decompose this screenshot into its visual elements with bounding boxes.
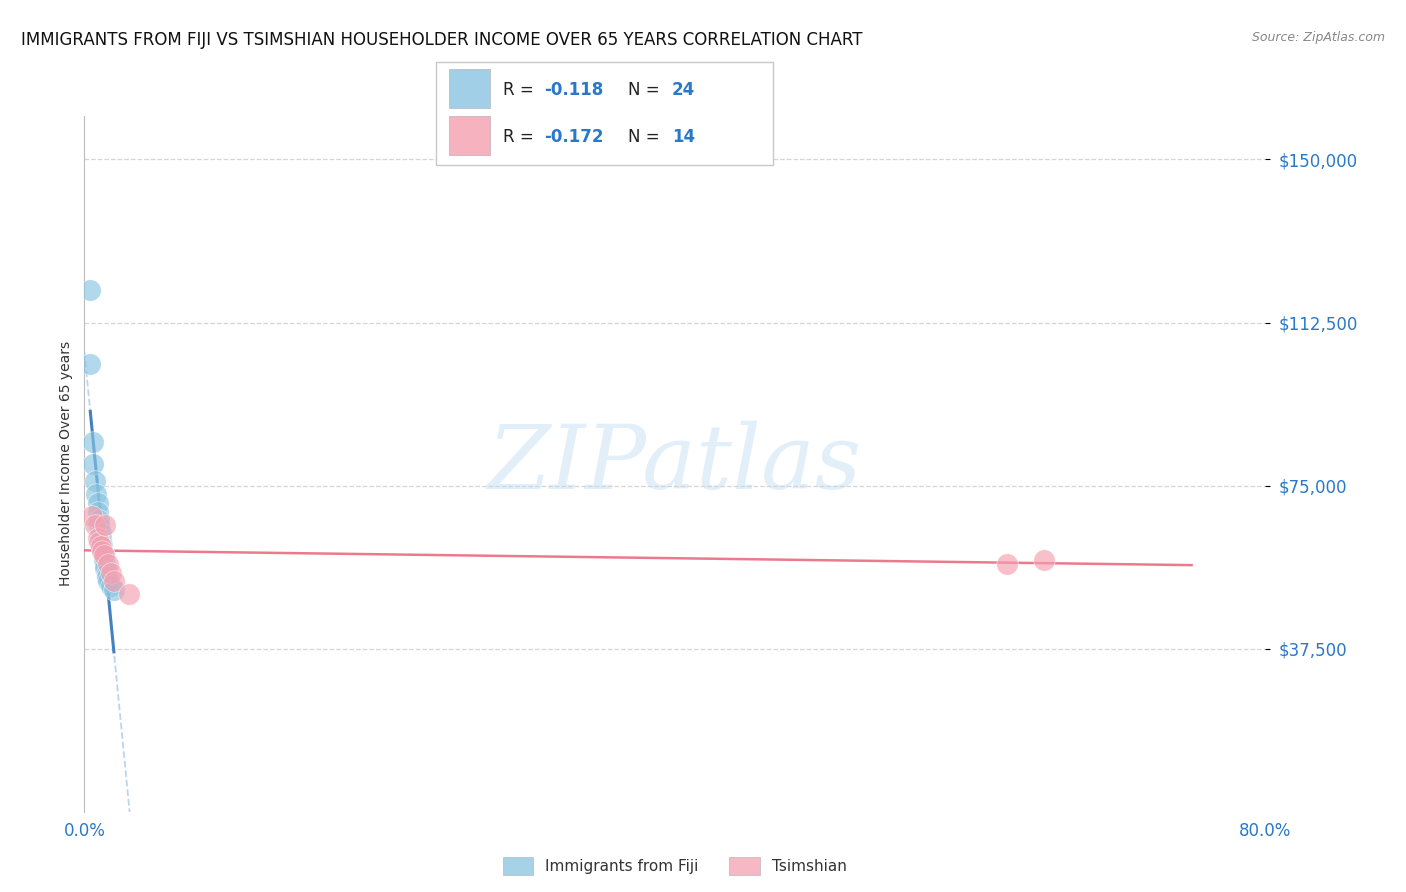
Text: IMMIGRANTS FROM FIJI VS TSIMSHIAN HOUSEHOLDER INCOME OVER 65 YEARS CORRELATION C: IMMIGRANTS FROM FIJI VS TSIMSHIAN HOUSEH… <box>21 31 863 49</box>
Point <box>96 570 118 584</box>
Text: R =: R = <box>503 81 540 99</box>
Point <box>87 517 111 532</box>
Point <box>100 579 122 593</box>
Text: 24: 24 <box>672 81 696 99</box>
Point <box>79 357 101 371</box>
Point <box>90 526 112 541</box>
Point <box>94 517 117 532</box>
Text: R =: R = <box>503 128 540 146</box>
Text: 14: 14 <box>672 128 695 146</box>
Point <box>91 540 114 554</box>
Point <box>86 531 108 545</box>
Point <box>82 435 104 450</box>
Point <box>995 557 1018 571</box>
Point <box>86 505 108 519</box>
Y-axis label: Householder Income Over 65 years: Householder Income Over 65 years <box>59 342 73 586</box>
Point <box>80 508 103 523</box>
Point <box>84 487 107 501</box>
Point <box>103 574 125 589</box>
Point <box>97 574 120 589</box>
Point <box>93 548 115 562</box>
Point <box>87 513 111 527</box>
Point <box>90 540 112 554</box>
Point <box>91 544 114 558</box>
Text: N =: N = <box>628 81 665 99</box>
Point <box>118 587 141 601</box>
FancyBboxPatch shape <box>436 62 773 165</box>
Text: -0.172: -0.172 <box>544 128 603 146</box>
Point <box>90 531 112 545</box>
Point <box>87 535 111 549</box>
FancyBboxPatch shape <box>450 116 489 155</box>
Text: ZIPatlas: ZIPatlas <box>488 420 862 508</box>
Point <box>1032 552 1054 566</box>
Text: N =: N = <box>628 128 665 146</box>
Legend: Immigrants from Fiji, Tsimshian: Immigrants from Fiji, Tsimshian <box>496 851 853 880</box>
FancyBboxPatch shape <box>450 69 489 108</box>
Point <box>96 566 118 580</box>
Point <box>91 544 114 558</box>
Point <box>86 496 108 510</box>
Point <box>97 557 120 571</box>
Text: -0.118: -0.118 <box>544 81 603 99</box>
Point <box>83 517 105 532</box>
Point <box>93 548 115 562</box>
Point <box>83 475 105 489</box>
Point <box>90 535 112 549</box>
Point <box>79 283 101 297</box>
Point <box>82 457 104 471</box>
Point <box>93 552 115 566</box>
Text: Source: ZipAtlas.com: Source: ZipAtlas.com <box>1251 31 1385 45</box>
Point <box>100 566 122 580</box>
Point <box>103 582 125 597</box>
Point <box>94 557 117 571</box>
Point <box>94 561 117 575</box>
